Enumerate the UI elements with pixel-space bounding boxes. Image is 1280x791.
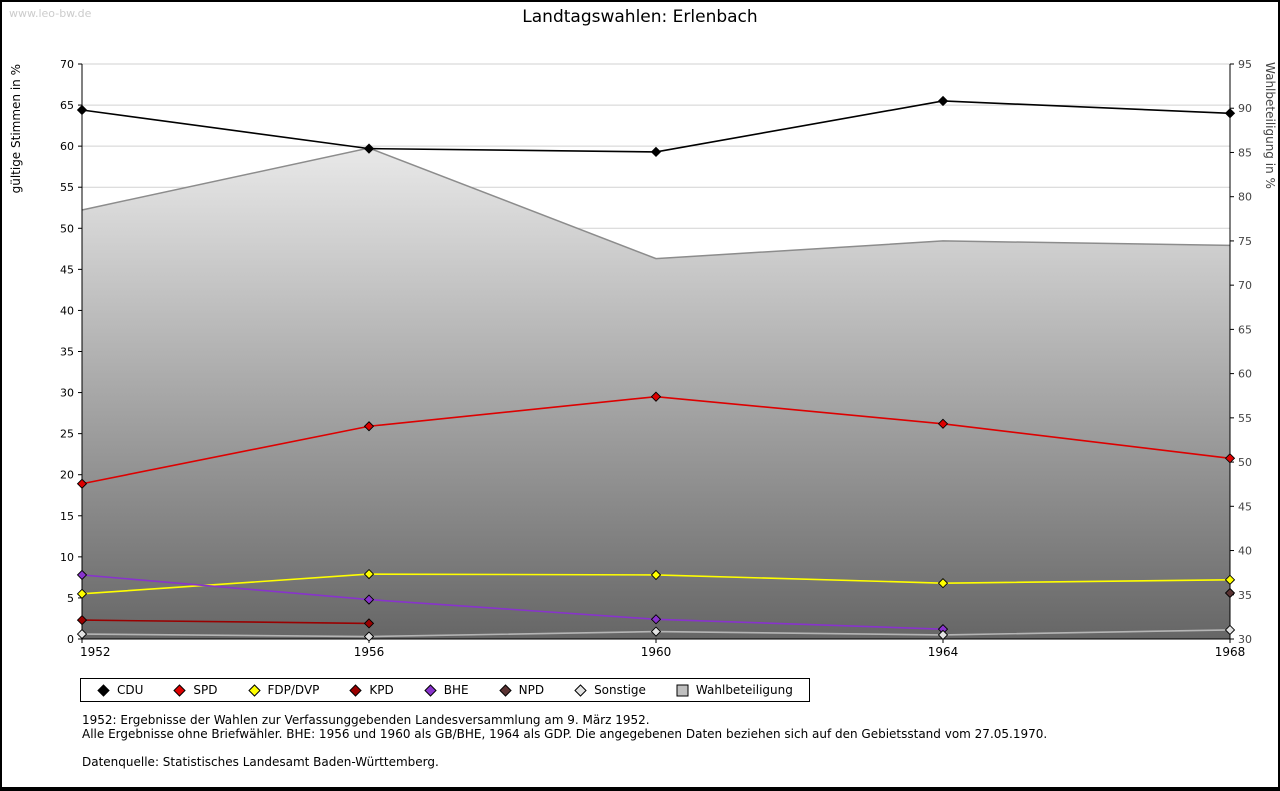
right-tick-label: 55	[1238, 412, 1252, 425]
left-tick-label: 35	[60, 346, 74, 359]
marker-fdp-dvp	[937, 578, 949, 589]
marker-npd	[1224, 587, 1236, 599]
right-tick-label: 65	[1238, 323, 1252, 336]
legend-label: CDU	[117, 683, 144, 697]
left-tick-label: 5	[67, 592, 74, 605]
area-edge-wahlbeteiligung	[81, 147, 1231, 260]
left-tick-label: 40	[60, 304, 74, 317]
right-tick-label: 70	[1238, 279, 1252, 292]
marker-cdu	[937, 95, 949, 107]
marker-sonstige	[363, 631, 375, 642]
left-tick-label: 50	[60, 222, 74, 235]
right-tick-label: 80	[1238, 191, 1252, 204]
marker-spd	[363, 421, 375, 432]
marker-sonstige	[1224, 624, 1236, 636]
marker-fdp-dvp	[1224, 574, 1236, 585]
marker-spd	[76, 478, 88, 489]
watermark: www.leo-bw.de	[9, 7, 92, 20]
marker-cdu	[76, 104, 88, 116]
legend-label: KPD	[369, 683, 394, 697]
legend-item-kpd: KPD	[349, 683, 394, 697]
marker-fdp-dvp	[76, 588, 88, 599]
right-tick-label: 30	[1238, 633, 1252, 646]
marker-fdp-dvp	[363, 568, 375, 580]
left-tick-label: 25	[60, 428, 74, 441]
y-axis-left-title: gültige Stimmen in %	[9, 64, 23, 193]
x-tick-label: 1960	[641, 645, 672, 659]
chart-plot: 0 5 10 15 20 25 30 35 40 45 50 55 60 65 70 30 35 40 45 50 55…	[9, 58, 1277, 659]
legend-item-sonstige: Sonstige	[574, 683, 646, 697]
footnote-line-2: Alle Ergebnisse ohne Briefwähler. BHE: 1…	[82, 727, 1048, 741]
diamond-marker-icon	[574, 683, 587, 697]
right-tick-label: 85	[1238, 146, 1252, 159]
right-tick-label: 50	[1238, 456, 1252, 469]
y-axis-right-title: Wahlbeteiligung in %	[1263, 62, 1277, 189]
footnote-line-1: 1952: Ergebnisse der Wahlen zur Verfassu…	[82, 713, 650, 727]
right-tick-label: 90	[1238, 102, 1252, 115]
legend-item-bhe: BHE	[424, 683, 469, 697]
diamond-marker-icon	[247, 683, 261, 697]
marker-fdp-dvp	[650, 569, 662, 581]
legend-label: BHE	[443, 683, 469, 697]
legend-label: SPD	[193, 683, 218, 697]
left-tick-label: 20	[60, 469, 74, 482]
marker-bhe	[76, 569, 88, 581]
legend-item-wahlbeteiligung: Wahlbeteiligung	[676, 683, 793, 697]
legend-item-cdu: CDU	[97, 683, 143, 697]
left-tick-label: 70	[60, 58, 74, 71]
diamond-marker-icon	[424, 683, 437, 697]
marker-bhe	[650, 614, 662, 625]
legend-label: Wahlbeteiligung	[695, 683, 793, 697]
marker-bhe	[363, 594, 375, 605]
legend-item-spd: SPD	[173, 683, 218, 697]
x-tick-label: 1956	[354, 645, 385, 659]
right-tick-label: 95	[1238, 58, 1252, 71]
right-tick-label: 35	[1238, 589, 1252, 602]
marker-spd	[650, 391, 662, 402]
right-tick-label: 60	[1238, 368, 1252, 381]
left-tick-label: 0	[67, 633, 74, 646]
footnotes: 1952: Ergebnisse der Wahlen zur Verfassu…	[82, 713, 1047, 769]
left-tick-label: 45	[60, 263, 74, 276]
marker-sonstige	[650, 626, 662, 637]
marker-kpd	[76, 614, 88, 626]
left-tick-label: 60	[60, 140, 74, 153]
diamond-marker-icon	[173, 683, 187, 697]
right-tick-label: 75	[1238, 235, 1252, 248]
data-source: Datenquelle: Statistisches Landesamt Bad…	[82, 755, 439, 769]
left-tick-label: 15	[60, 510, 74, 523]
legend: CDU SPD FDP/DVP KPD BHE NPD Sonstige Wahlbeteil…	[80, 678, 810, 702]
diamond-marker-icon	[498, 683, 512, 697]
chart-title: Landtagswahlen: Erlenbach	[522, 7, 758, 27]
line-bhe	[81, 574, 944, 630]
legend-label: Sonstige	[594, 683, 646, 697]
marker-spd	[937, 418, 949, 429]
marker-sonstige	[76, 628, 88, 640]
marker-kpd	[363, 618, 375, 629]
x-tick-label: 1964	[928, 645, 959, 659]
diamond-marker-icon	[349, 683, 363, 697]
left-tick-label: 65	[60, 99, 74, 112]
marker-sonstige	[937, 629, 949, 641]
legend-label: NPD	[518, 683, 545, 697]
marker-cdu	[650, 146, 662, 158]
marker-spd	[1224, 453, 1236, 464]
left-tick-label: 30	[60, 387, 74, 400]
left-tick-label: 55	[60, 181, 74, 194]
legend-item-npd: NPD	[498, 683, 545, 697]
marker-cdu	[1224, 108, 1236, 119]
legend-item-fdp-dvp: FDP/DVP	[247, 683, 320, 697]
left-tick-label: 10	[60, 551, 74, 564]
right-tick-label: 40	[1238, 545, 1252, 558]
line-cdu	[81, 100, 1231, 153]
square-swatch-icon	[676, 684, 689, 696]
legend-label: FDP/DVP	[267, 683, 320, 697]
line-kpd	[81, 619, 370, 625]
marker-cdu	[363, 143, 375, 154]
diamond-marker-icon	[97, 683, 110, 697]
x-tick-label: 1952	[80, 645, 111, 659]
x-tick-label: 1968	[1215, 645, 1246, 659]
right-tick-label: 45	[1238, 500, 1252, 513]
